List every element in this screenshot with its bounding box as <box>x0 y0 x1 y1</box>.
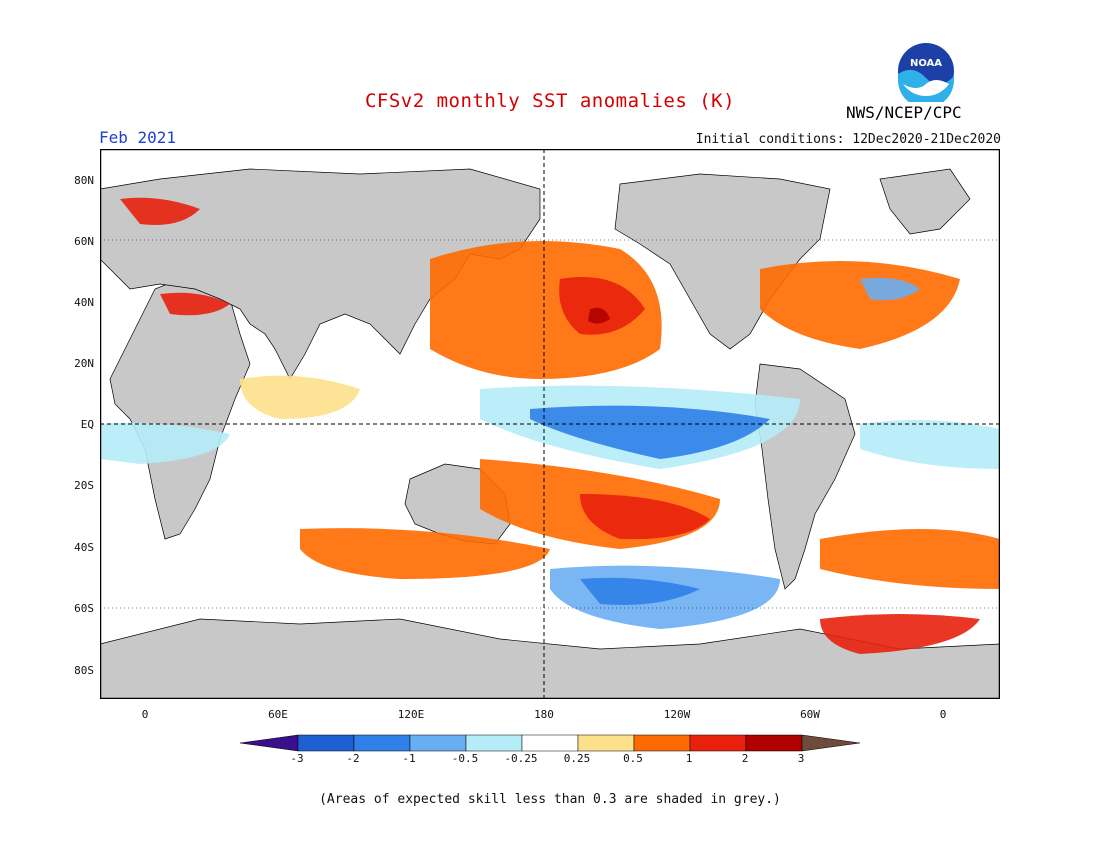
lon-label: 60E <box>268 708 288 721</box>
lat-label: 80N <box>74 174 94 187</box>
colorbar-arrow-high <box>801 734 861 752</box>
anomaly-patches <box>100 197 1000 654</box>
agency-label: NWS/NCEP/CPC <box>846 103 962 122</box>
anomaly-patch <box>820 614 980 654</box>
lat-label: 40S <box>74 541 94 554</box>
lon-label: 0 <box>939 708 947 721</box>
colorbar <box>239 733 861 753</box>
anomaly-patch <box>760 261 960 349</box>
lon-label: 60W <box>800 708 820 721</box>
svg-text:NOAA: NOAA <box>910 58 942 69</box>
colorbar-segment <box>297 734 355 752</box>
noaa-logo: NOAA <box>895 40 957 108</box>
skill-note: (Areas of expected skill less than 0.3 a… <box>319 792 781 807</box>
sst-anomaly-map <box>100 149 1000 699</box>
lon-label: 120E <box>397 708 425 721</box>
anomaly-patch <box>100 422 230 464</box>
lat-label: 40N <box>74 296 94 309</box>
colorbar-segment <box>689 734 747 752</box>
lon-label: 120W <box>663 708 691 721</box>
colorbar-segment <box>409 734 467 752</box>
lat-label: 20S <box>74 479 94 492</box>
anomaly-patch <box>820 529 1000 589</box>
colorbar-tick: 0.25 <box>563 752 591 765</box>
anomaly-patch <box>300 528 550 579</box>
colorbar-tick: -3 <box>290 752 304 765</box>
anomaly-patch <box>860 277 920 301</box>
colorbar-tick: 2 <box>741 752 749 765</box>
anomaly-patch <box>860 420 1000 469</box>
lat-label: 60S <box>74 602 94 615</box>
colorbar-tick: -0.25 <box>504 752 538 765</box>
colorbar-tick: 3 <box>797 752 805 765</box>
anomaly-patch <box>430 241 662 379</box>
lon-label: 180 <box>534 708 554 721</box>
lat-label: 80S <box>74 664 94 677</box>
colorbar-segment <box>521 734 579 752</box>
anomaly-patch <box>530 405 770 459</box>
colorbar-arrow-low <box>239 734 299 752</box>
anomaly-patch <box>160 292 230 316</box>
colorbar-tick: -0.5 <box>451 752 479 765</box>
anomaly-patch <box>580 577 700 605</box>
anomaly-patch <box>588 307 610 324</box>
anomaly-patch <box>580 494 710 540</box>
colorbar-tick: 1 <box>685 752 693 765</box>
colorbar-segment <box>353 734 411 752</box>
colorbar-tick: -1 <box>402 752 416 765</box>
map-title: CFSv2 monthly SST anomalies (K) <box>364 90 736 112</box>
lon-label: 0 <box>141 708 149 721</box>
colorbar-segment <box>745 734 803 752</box>
initial-conditions: Initial conditions: 12Dec2020-21Dec2020 <box>695 132 1001 147</box>
colorbar-tick: 0.5 <box>623 752 643 765</box>
colorbar-segment <box>577 734 635 752</box>
anomaly-patch <box>240 375 360 419</box>
land-masses <box>100 168 1000 699</box>
anomaly-patch <box>559 277 645 335</box>
lat-label: 60N <box>74 235 94 248</box>
anomaly-patch <box>120 197 200 225</box>
colorbar-segment <box>633 734 691 752</box>
lat-label: 20N <box>74 357 94 370</box>
colorbar-tick: -2 <box>346 752 360 765</box>
forecast-month: Feb 2021 <box>99 128 177 147</box>
lat-label: EQ <box>80 418 94 431</box>
colorbar-segment <box>465 734 523 752</box>
